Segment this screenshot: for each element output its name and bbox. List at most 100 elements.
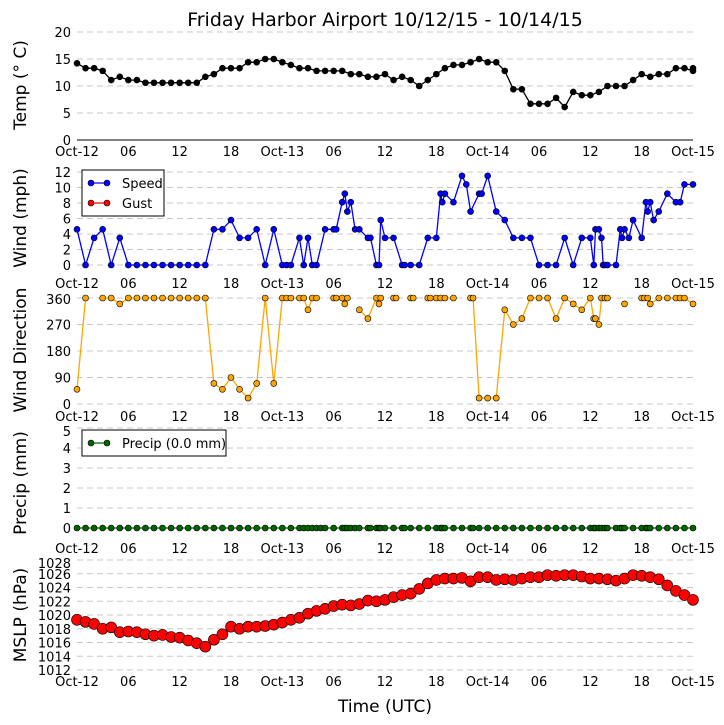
data-point [664,294,671,302]
data-point [625,234,633,242]
data-point [569,88,577,96]
x-tick-label: 12 [377,675,394,690]
data-point [595,321,603,328]
data-point [184,294,192,302]
data-point [646,524,654,532]
data-point [689,64,697,72]
legend-marker [103,439,111,447]
data-point [107,76,115,84]
x-tick-label: Oct-14 [466,145,510,160]
x-tick-label: Oct-15 [671,675,715,690]
data-point [261,524,269,532]
y-axis-label: Wind (mph) [11,168,31,268]
data-point [184,79,192,87]
data-point [544,100,551,108]
data-point [450,198,457,206]
data-point [629,76,637,84]
data-point [501,306,509,314]
data-point [332,226,340,233]
data-point [159,524,166,532]
data-point [244,524,252,532]
x-tick-label: 18 [428,542,445,557]
data-point [689,181,697,188]
data-point [270,226,278,233]
data-point [450,61,457,69]
data-point [681,181,688,188]
y-tick-label: 0 [63,259,71,274]
data-point [244,234,252,242]
data-point [184,524,192,532]
x-tick-label: 06 [120,675,137,690]
data-point [595,88,603,96]
data-point [612,82,620,90]
x-tick-label: 12 [171,675,188,690]
data-point [535,524,543,532]
data-point [304,306,312,314]
y-tick-label: 2 [63,244,71,259]
data-point [270,524,278,532]
data-point [193,524,201,532]
data-point [401,524,408,532]
data-point [427,294,434,302]
data-point [424,524,432,532]
data-point [107,261,115,269]
data-point [73,385,81,393]
x-tick-label: 06 [120,145,137,160]
x-tick-label: Oct-15 [671,145,715,160]
data-point [424,234,432,242]
data-point [300,294,308,302]
data-point [441,190,449,197]
x-tick-label: 18 [428,675,445,690]
data-point [99,294,106,302]
y-tick-label: 1018 [38,623,71,638]
data-point [304,234,312,242]
data-point [279,58,286,66]
data-point [219,385,226,393]
data-point [356,306,363,314]
data-point [244,394,252,402]
data-point [652,573,665,586]
data-point [475,394,483,402]
y-tick-label: 1022 [38,595,71,610]
x-tick-label: Oct-13 [260,145,304,160]
data-point [381,70,389,78]
data-point [475,524,483,532]
data-point [313,294,320,302]
legend-label: Precip (0.0 mm) [122,437,226,452]
legend-marker [87,199,95,207]
data-point [73,60,81,67]
x-tick-label: 18 [428,277,445,292]
data-point [244,58,252,66]
x-tick-label: 12 [377,145,394,160]
x-tick-label: 12 [582,145,599,160]
y-axis-label: Wind Direction [11,288,31,413]
data-point [415,524,423,532]
data-point [364,73,372,81]
data-point [133,524,141,532]
data-point [367,234,374,242]
data-point [510,234,517,242]
data-point [561,524,568,532]
data-point [253,380,260,387]
data-point [672,524,680,532]
data-point [193,79,201,87]
data-point [142,294,149,302]
data-point [681,294,688,302]
legend-label: Gust [122,197,152,212]
data-point [638,70,645,78]
data-point [681,64,688,72]
data-point [467,208,474,215]
data-point [236,524,243,532]
data-point [227,64,235,72]
data-point [356,70,363,78]
data-point [462,181,470,188]
data-point [176,294,183,302]
data-point [415,82,423,90]
data-point [510,85,517,93]
data-point [604,82,611,90]
data-point [216,628,229,641]
data-point [125,261,132,269]
data-point [687,594,699,606]
data-point [344,294,351,302]
data-point [518,524,526,532]
